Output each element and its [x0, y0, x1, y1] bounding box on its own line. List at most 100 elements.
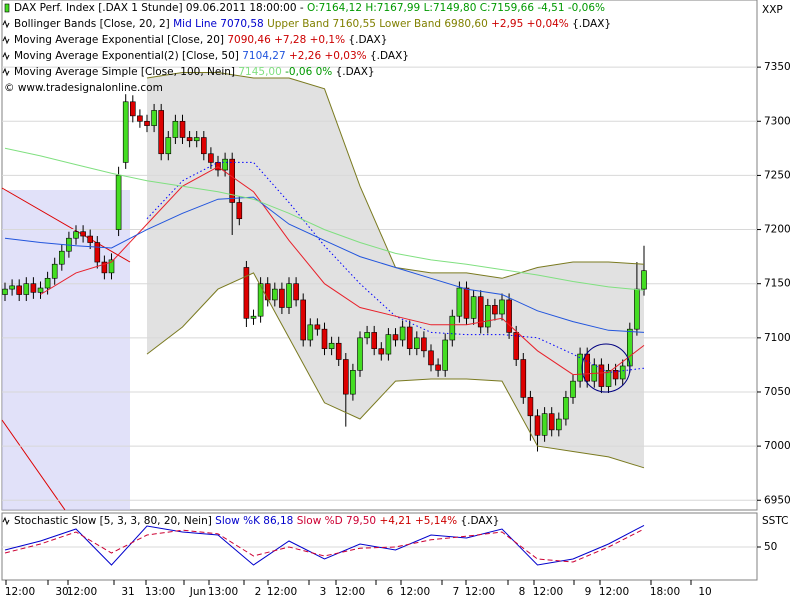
candle-body: [612, 370, 619, 380]
candle-body: [399, 326, 406, 341]
candle-body: [73, 231, 79, 239]
info-segment: Stochastic Slow [5, 3, 3, 80, 20, Nein]: [14, 515, 215, 527]
y-tick-label: 7150: [764, 278, 791, 290]
x-tick-label: 12:00: [599, 586, 629, 598]
candle-body: [492, 305, 498, 315]
candle-body: [16, 285, 23, 295]
candle-body: [186, 137, 193, 142]
candle-body: [548, 413, 555, 431]
info-segment: Moving Average Simple [Close, 100, Nein]: [14, 66, 238, 78]
info-segment: Moving Average Exponential(2) [Close, 50…: [14, 50, 242, 62]
candle-body: [357, 337, 363, 371]
candle-body: [392, 334, 399, 341]
candle-body: [165, 137, 172, 155]
y-tick-label: 7000: [764, 440, 791, 452]
axis-title: SSTC: [762, 515, 788, 527]
indicator-icon: [2, 51, 10, 61]
info-segment: {.DAX}: [572, 18, 611, 30]
candle-body: [229, 158, 235, 203]
info-segment: Slow %D 79,50: [297, 515, 380, 527]
candle-body: [130, 101, 136, 117]
highlight-circle: [581, 343, 631, 393]
stoch-k-line: [4, 524, 645, 566]
info-segment: +2,26 +0,03%: [289, 50, 370, 62]
candle-body: [179, 120, 186, 138]
info-segment: +4,21 +5,14%: [379, 515, 460, 527]
candle-body: [137, 115, 143, 122]
candle-body: [371, 332, 378, 349]
indicator-line: [4, 147, 645, 291]
axis-title: XXP: [762, 4, 783, 16]
x-tick-label: 12:00: [465, 586, 495, 598]
candle-body: [541, 413, 548, 436]
candle-body: [271, 288, 278, 301]
stoch-info: Stochastic Slow [5, 3, 3, 80, 20, Nein] …: [14, 515, 499, 527]
candle-body: [477, 296, 484, 328]
x-tick-label: Jun: [189, 586, 206, 598]
candle-body: [527, 397, 534, 417]
indicator-icon: [2, 19, 10, 29]
candle-body: [286, 283, 292, 308]
candle-body: [584, 353, 591, 382]
candle-body: [307, 324, 314, 341]
y-tick-label: 7350: [764, 61, 791, 73]
candle-body: [58, 250, 65, 265]
candle-body: [577, 353, 583, 382]
candle-body: [463, 287, 470, 319]
candle-body: [484, 305, 491, 328]
info-segment: 7145,00: [238, 66, 285, 78]
candle-icon: [4, 3, 10, 13]
candle-body: [634, 288, 640, 330]
candle-body: [51, 263, 58, 279]
info-line: Moving Average Exponential [Close, 20] 7…: [14, 34, 387, 46]
candle-body: [37, 287, 44, 293]
candle-body: [94, 242, 101, 263]
candle-body: [23, 283, 30, 295]
info-segment: DAX Perf. Index [.DAX 1 Stunde] 09.06.20…: [14, 2, 307, 14]
candle-body: [30, 283, 37, 293]
candle-body: [598, 364, 605, 387]
candle-body: [470, 296, 477, 319]
candle-body: [421, 337, 427, 352]
info-line: DAX Perf. Index [.DAX 1 Stunde] 09.06.20…: [14, 2, 605, 14]
candle-body: [449, 315, 456, 341]
candle-body: [605, 370, 612, 387]
candle-body: [2, 288, 8, 295]
indicator-line: [4, 196, 645, 333]
candle-body: [314, 324, 321, 330]
info-line: Moving Average Exponential(2) [Close, 50…: [14, 50, 409, 62]
candle-body: [342, 359, 349, 395]
y-tick-label: 50: [764, 541, 777, 553]
info-segment: Upper Band 7160,55 Lower Band 6980,60: [267, 18, 491, 30]
candle-body: [151, 110, 157, 126]
channel-line: [1, 187, 131, 263]
candle-body: [201, 137, 207, 155]
info-line: Moving Average Simple [Close, 100, Nein]…: [14, 66, 375, 78]
y-tick-label: 7100: [764, 332, 791, 344]
x-tick-label: 13:00: [208, 586, 238, 598]
candle-body: [144, 120, 150, 126]
x-tick-label: 8: [519, 586, 526, 598]
candle-body: [619, 365, 626, 380]
candle-body: [378, 348, 385, 355]
x-tick-label: 2: [255, 586, 262, 598]
y-tick-label: 7050: [764, 386, 791, 398]
candle-body: [506, 299, 512, 333]
x-tick-label: 7: [453, 586, 460, 598]
candle-body: [456, 287, 463, 317]
x-tick-label: 10: [698, 586, 711, 598]
info-line: Bollinger Bands [Close, 20, 2] Mid Line …: [14, 18, 611, 30]
candle-body: [364, 332, 370, 339]
candle-body: [350, 370, 356, 395]
candle-body: [264, 283, 271, 301]
info-segment: {.DAX}: [348, 34, 387, 46]
stoch-d-line: [4, 528, 645, 563]
candle-body: [513, 332, 520, 360]
candle-body: [193, 137, 200, 142]
candle-body: [428, 350, 434, 366]
candle-body: [44, 277, 51, 289]
info-segment: O:7164,12 H:7167,99 L:7149,80 C:7159,66 …: [307, 2, 605, 14]
indicator-line: [146, 272, 645, 469]
x-tick-label: 12:00: [533, 586, 563, 598]
candle-body: [385, 334, 392, 355]
